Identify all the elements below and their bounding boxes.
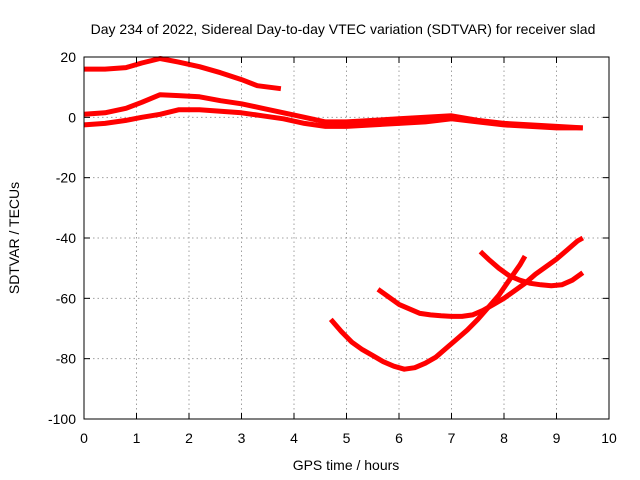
data-series (83, 56, 585, 372)
y-tick-label: -20 (56, 170, 76, 186)
y-tick-label: -40 (56, 230, 76, 246)
x-tick-label: 1 (133, 430, 141, 446)
x-tick-label: 6 (395, 430, 403, 446)
series-line-3 (83, 107, 583, 131)
x-tick-label: 10 (601, 430, 617, 446)
y-tick-label: 0 (68, 109, 76, 125)
x-axis-label: GPS time / hours (293, 457, 400, 473)
grid-lines (84, 57, 609, 419)
x-tick-label: 9 (553, 430, 561, 446)
x-tick-label: 2 (185, 430, 193, 446)
y-tick-label: -80 (56, 351, 76, 367)
chart-title: Day 234 of 2022, Sidereal Day-to-day VTE… (91, 21, 596, 37)
series-line-6 (478, 249, 585, 289)
y-tick-label: 20 (60, 49, 76, 65)
y-axis-label: SDTVAR / TECUs (6, 182, 22, 294)
x-tick-labels: 0 1 2 3 4 5 6 7 8 9 10 (80, 430, 617, 446)
x-tick-label: 5 (343, 430, 351, 446)
x-tick-label: 0 (80, 430, 88, 446)
x-tick-label: 3 (238, 430, 246, 446)
x-tick-label: 7 (448, 430, 456, 446)
series-line-5 (376, 235, 585, 319)
y-tick-label: -100 (48, 411, 76, 427)
tick-marks (83, 56, 610, 420)
y-tick-labels: -100 -80 -60 -40 -20 0 20 (48, 49, 76, 427)
y-tick-label: -60 (56, 290, 76, 306)
x-tick-label: 8 (500, 430, 508, 446)
series-line-4 (328, 254, 528, 372)
series-line-1 (84, 56, 282, 92)
x-tick-label: 4 (290, 430, 298, 446)
